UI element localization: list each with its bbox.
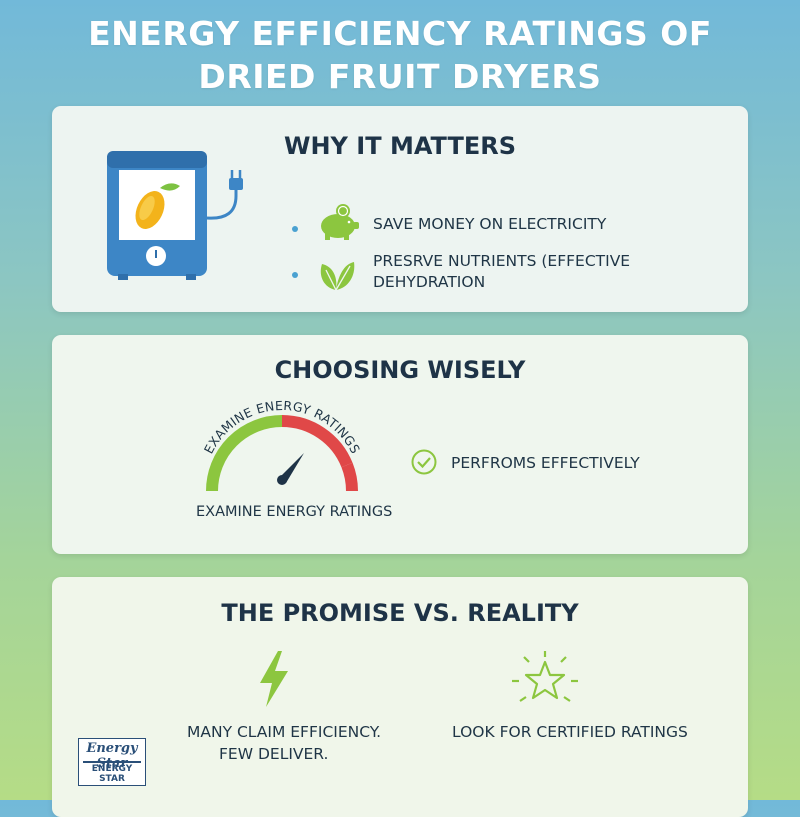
- choosing-wisely-heading: CHOOSING WISELY: [274, 356, 526, 384]
- page-title-line-2: DRIED FRUIT DRYERS: [198, 57, 602, 96]
- leaves-icon: [320, 262, 355, 291]
- piggy-bank-icon: [321, 204, 359, 240]
- energy-star-logo: Energy Star ENERGY STAR: [78, 738, 146, 786]
- lightning-bolt-icon: [260, 651, 288, 707]
- check-circle-icon: [411, 449, 437, 475]
- preserve-nutrients-label-line-1: PRESRVE NUTRIENTS (EFFECTIVE: [373, 252, 631, 270]
- bullet-dot: [292, 226, 298, 232]
- energy-gauge-icon: EXAMINE ENERGY RATINGS: [201, 398, 363, 492]
- look-for-certified-label: LOOK FOR CERTIFIED RATINGS: [452, 723, 688, 741]
- fruit-dryer-icon: [107, 151, 243, 280]
- many-claim-efficiency-label-line-2: FEW DELIVER.: [219, 745, 329, 763]
- promise-vs-reality-card: THE PROMISE VS. REALITY MANY CLAIM EFFIC…: [52, 577, 748, 817]
- energy-star-logo-text: ENERGY STAR: [91, 764, 133, 784]
- page-title: ENERGY EFFICIENCY RATINGS OF DRIED FRUIT…: [0, 12, 800, 98]
- gauge-caption: EXAMINE ENERGY RATINGS: [196, 504, 393, 520]
- why-it-matters-heading: WHY IT MATTERS: [284, 132, 516, 160]
- energy-star-logo-script: Energy Star: [86, 741, 138, 771]
- performs-effectively-label: PERFROMS EFFECTIVELY: [451, 454, 640, 472]
- save-money-label: SAVE MONEY ON ELECTRICITY: [373, 215, 607, 233]
- bullet-dot: [292, 272, 298, 278]
- star-burst-icon: [512, 651, 578, 702]
- logo-divider: [83, 761, 141, 763]
- preserve-nutrients-label-line-2: DEHYDRATION: [373, 273, 486, 291]
- choosing-wisely-card: CHOOSING WISELY EXAMINE ENERGY RATINGS E…: [52, 335, 748, 554]
- promise-vs-reality-heading: THE PROMISE VS. REALITY: [221, 599, 579, 627]
- many-claim-efficiency-label-line-1: MANY CLAIM EFFICIENCY.: [187, 723, 382, 741]
- why-it-matters-card: WHY IT MATTERS SAVE MONEY ON ELECTRICITY…: [52, 106, 748, 312]
- page-title-line-1: ENERGY EFFICIENCY RATINGS OF: [88, 14, 712, 53]
